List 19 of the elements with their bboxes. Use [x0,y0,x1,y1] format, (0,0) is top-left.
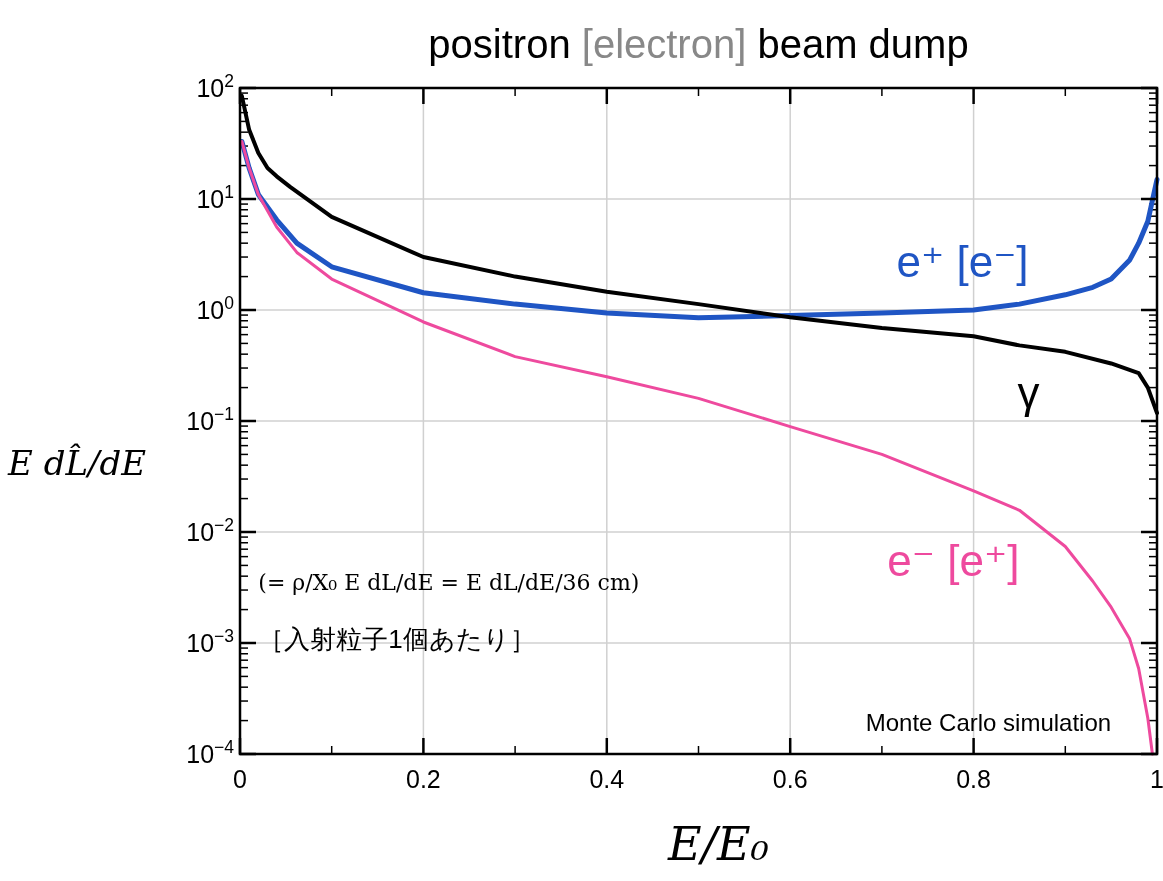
y-tick-label: 10$^{−3}$ [186,626,234,657]
x-tick-label: 0.2 [406,765,441,793]
y-tick-label: 10$^{2}$ [196,71,234,102]
y-tick-label: 10$^{1}$ [196,182,234,213]
x-tick-label: 0 [233,765,247,793]
y-axis-title: E dL̂/dE [7,442,147,483]
chart-title: positron [electron] beam dump [428,22,969,66]
annotation: (= ρ/X₀ E dL/dE = E dL/dE/36 cm) [258,570,640,596]
annotation: Monte Carlo simulation [865,709,1112,737]
x-tick-label: 0.4 [589,765,625,793]
x-tick-label: 1 [1150,765,1163,793]
y-tick-label: 10$^{0}$ [196,293,235,324]
y-tick-label: 10$^{−1}$ [186,404,234,435]
x-tick-label: 0.6 [772,765,808,793]
annotation: ［入射粒子1個あたり］ [258,624,536,655]
y-tick-label: 10$^{−2}$ [186,515,234,546]
x-tick-label: 0.8 [956,765,991,793]
y-tick-label: 10$^{−4}$ [186,737,235,768]
x-axis-title: E/E₀ [666,817,770,871]
